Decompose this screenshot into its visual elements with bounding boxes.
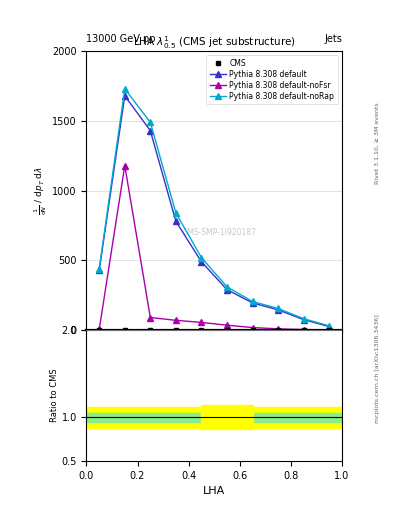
CMS: [250, 327, 255, 333]
Pythia 8.308 default-noRap: [327, 323, 332, 329]
CMS: [225, 327, 230, 333]
Pythia 8.308 default: [225, 287, 230, 293]
Pythia 8.308 default-noFsr: [174, 317, 178, 324]
Line: Pythia 8.308 default-noRap: Pythia 8.308 default-noRap: [96, 86, 332, 329]
Text: 13000 GeV pp: 13000 GeV pp: [86, 33, 156, 44]
CMS: [327, 327, 332, 333]
CMS: [199, 327, 204, 333]
Title: LHA $\lambda^{1}_{0.5}$ (CMS jet substructure): LHA $\lambda^{1}_{0.5}$ (CMS jet substru…: [133, 34, 296, 51]
Pythia 8.308 default-noRap: [123, 86, 127, 92]
Pythia 8.308 default-noRap: [250, 298, 255, 305]
Text: Jets: Jets: [324, 33, 342, 44]
CMS: [148, 327, 152, 333]
CMS: [123, 327, 127, 333]
Text: mcplots.cern.ch [arXiv:1306.3436]: mcplots.cern.ch [arXiv:1306.3436]: [375, 314, 380, 423]
CMS: [97, 327, 101, 333]
Pythia 8.308 default-noRap: [276, 305, 281, 311]
X-axis label: LHA: LHA: [203, 486, 225, 496]
Line: Pythia 8.308 default-noFsr: Pythia 8.308 default-noFsr: [96, 163, 332, 333]
Bar: [86, 413, 342, 421]
Legend: CMS, Pythia 8.308 default, Pythia 8.308 default-noFsr, Pythia 8.308 default-noRa: CMS, Pythia 8.308 default, Pythia 8.308 …: [206, 55, 338, 104]
Y-axis label: $\frac{1}{\mathrm{d}N}$ / $\mathrm{d}p_T$ $\mathrm{d}\lambda$: $\frac{1}{\mathrm{d}N}$ / $\mathrm{d}p_T…: [33, 166, 50, 215]
Pythia 8.308 default-noFsr: [225, 322, 230, 328]
Line: Pythia 8.308 default: Pythia 8.308 default: [96, 93, 332, 329]
Pythia 8.308 default-noRap: [301, 315, 306, 322]
Pythia 8.308 default: [276, 307, 281, 313]
Pythia 8.308 default-noRap: [97, 266, 101, 272]
Pythia 8.308 default-noFsr: [250, 325, 255, 331]
Pythia 8.308 default: [250, 300, 255, 306]
CMS: [301, 327, 306, 333]
Bar: [86, 407, 342, 428]
Pythia 8.308 default-noFsr: [199, 319, 204, 326]
Pythia 8.308 default-noFsr: [123, 162, 127, 168]
Pythia 8.308 default: [148, 127, 152, 134]
Pythia 8.308 default-noFsr: [327, 327, 332, 333]
Pythia 8.308 default-noFsr: [148, 314, 152, 321]
Pythia 8.308 default-noRap: [148, 119, 152, 125]
Pythia 8.308 default-noFsr: [276, 326, 281, 332]
Pythia 8.308 default: [174, 218, 178, 224]
CMS: [174, 327, 178, 333]
Pythia 8.308 default-noRap: [225, 284, 230, 290]
Text: CMS-SMP-1I920187: CMS-SMP-1I920187: [182, 228, 256, 237]
CMS: [276, 327, 281, 333]
Line: CMS: CMS: [97, 328, 331, 332]
Pythia 8.308 default-noRap: [199, 254, 204, 261]
Pythia 8.308 default: [199, 259, 204, 265]
Pythia 8.308 default-noFsr: [97, 326, 101, 332]
Pythia 8.308 default: [301, 316, 306, 323]
Text: Rivet 3.1.10, ≥ 3M events: Rivet 3.1.10, ≥ 3M events: [375, 102, 380, 184]
Y-axis label: Ratio to CMS: Ratio to CMS: [50, 369, 59, 422]
Pythia 8.308 default: [123, 93, 127, 99]
Pythia 8.308 default: [327, 324, 332, 330]
Pythia 8.308 default-noFsr: [301, 327, 306, 333]
Pythia 8.308 default: [97, 267, 101, 273]
Pythia 8.308 default-noRap: [174, 210, 178, 216]
